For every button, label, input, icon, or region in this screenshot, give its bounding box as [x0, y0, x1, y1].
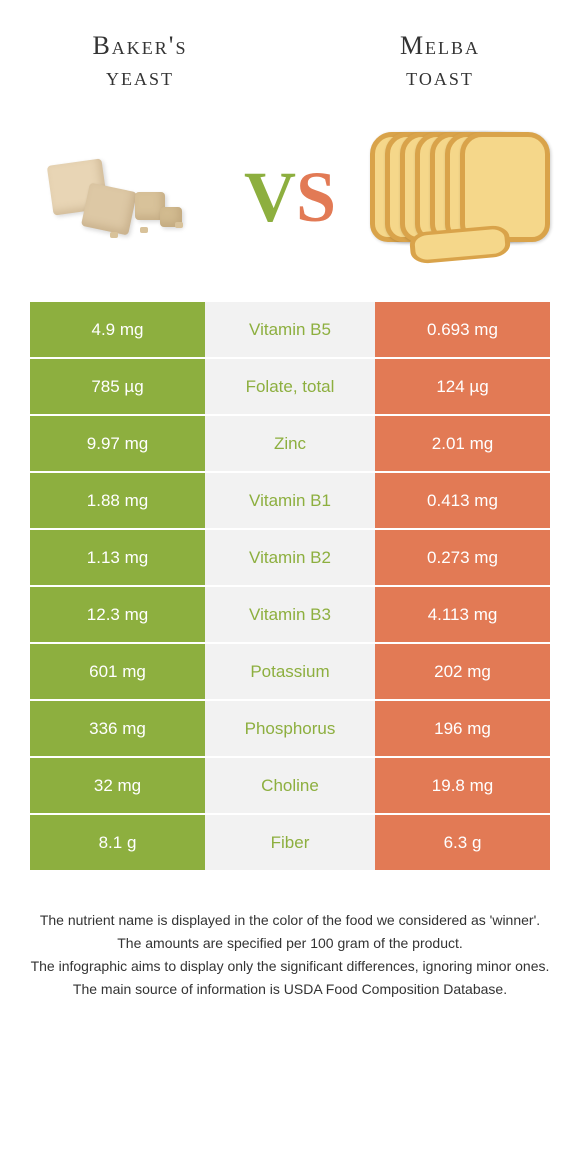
- cell-left: 336 mg: [30, 701, 205, 756]
- cell-nutrient: Choline: [205, 758, 375, 813]
- table-row: 9.97 mgZinc2.01 mg: [30, 416, 550, 471]
- cell-right: 0.413 mg: [375, 473, 550, 528]
- cell-right: 0.693 mg: [375, 302, 550, 357]
- table-row: 12.3 mgVitamin B34.113 mg: [30, 587, 550, 642]
- nutrient-table: 4.9 mgVitamin B50.693 mg785 µgFolate, to…: [30, 302, 550, 870]
- toast-image: [370, 127, 550, 267]
- cell-right: 2.01 mg: [375, 416, 550, 471]
- cell-right: 4.113 mg: [375, 587, 550, 642]
- title-left-line1: Baker's: [92, 31, 187, 60]
- title-left-line2: yeast: [106, 62, 174, 91]
- vs-s: S: [296, 156, 336, 239]
- cell-left: 1.13 mg: [30, 530, 205, 585]
- cell-left: 601 mg: [30, 644, 205, 699]
- footer-line-3: The infographic aims to display only the…: [30, 956, 550, 977]
- cell-nutrient: Vitamin B2: [205, 530, 375, 585]
- footer-line-2: The amounts are specified per 100 gram o…: [30, 933, 550, 954]
- table-row: 1.88 mgVitamin B10.413 mg: [30, 473, 550, 528]
- table-row: 785 µgFolate, total124 µg: [30, 359, 550, 414]
- title-right-line1: Melba: [400, 31, 480, 60]
- cell-left: 785 µg: [30, 359, 205, 414]
- cell-nutrient: Fiber: [205, 815, 375, 870]
- cell-right: 0.273 mg: [375, 530, 550, 585]
- cell-right: 202 mg: [375, 644, 550, 699]
- cell-left: 9.97 mg: [30, 416, 205, 471]
- cell-nutrient: Vitamin B3: [205, 587, 375, 642]
- cell-nutrient: Folate, total: [205, 359, 375, 414]
- footer-line-1: The nutrient name is displayed in the co…: [30, 910, 550, 931]
- cell-left: 32 mg: [30, 758, 205, 813]
- title-left: Baker's yeast: [50, 30, 230, 92]
- table-row: 4.9 mgVitamin B50.693 mg: [30, 302, 550, 357]
- cell-right: 196 mg: [375, 701, 550, 756]
- vs-label: VS: [244, 156, 336, 239]
- cell-right: 124 µg: [375, 359, 550, 414]
- cell-left: 12.3 mg: [30, 587, 205, 642]
- vs-v: V: [244, 156, 296, 239]
- cell-nutrient: Vitamin B5: [205, 302, 375, 357]
- table-row: 8.1 gFiber6.3 g: [30, 815, 550, 870]
- header: Baker's yeast Melba toast: [0, 0, 580, 102]
- cell-left: 4.9 mg: [30, 302, 205, 357]
- table-row: 601 mgPotassium202 mg: [30, 644, 550, 699]
- footer-line-4: The main source of information is USDA F…: [30, 979, 550, 1000]
- footer-notes: The nutrient name is displayed in the co…: [30, 910, 550, 1000]
- table-row: 336 mgPhosphorus196 mg: [30, 701, 550, 756]
- yeast-image: [30, 127, 210, 267]
- cell-nutrient: Vitamin B1: [205, 473, 375, 528]
- cell-left: 1.88 mg: [30, 473, 205, 528]
- cell-left: 8.1 g: [30, 815, 205, 870]
- table-row: 32 mgCholine19.8 mg: [30, 758, 550, 813]
- cell-nutrient: Zinc: [205, 416, 375, 471]
- hero-row: VS: [0, 102, 580, 302]
- cell-right: 6.3 g: [375, 815, 550, 870]
- title-right: Melba toast: [350, 30, 530, 92]
- table-row: 1.13 mgVitamin B20.273 mg: [30, 530, 550, 585]
- cell-nutrient: Phosphorus: [205, 701, 375, 756]
- cell-right: 19.8 mg: [375, 758, 550, 813]
- cell-nutrient: Potassium: [205, 644, 375, 699]
- title-right-line2: toast: [406, 62, 474, 91]
